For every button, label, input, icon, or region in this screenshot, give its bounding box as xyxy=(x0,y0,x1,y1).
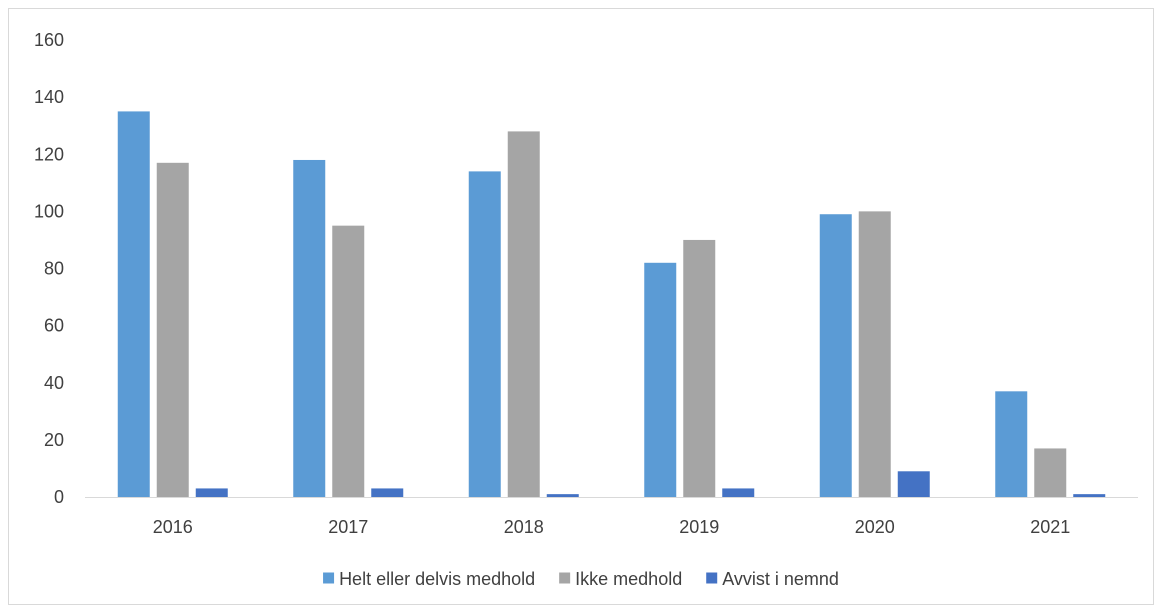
legend-swatch xyxy=(706,572,718,584)
bar xyxy=(371,488,404,497)
bar xyxy=(117,111,150,497)
bar xyxy=(683,239,716,497)
legend-swatch xyxy=(323,572,335,584)
bar xyxy=(468,171,501,497)
bar xyxy=(546,494,579,497)
y-tick-label: 160 xyxy=(34,30,64,50)
x-tick-label: 2021 xyxy=(1030,517,1070,537)
y-tick-label: 80 xyxy=(44,259,64,279)
legend-label: Helt eller delvis medhold xyxy=(339,569,535,589)
y-tick-label: 20 xyxy=(44,430,64,450)
chart-frame xyxy=(8,8,1154,605)
legend-item: Ikke medhold xyxy=(559,569,682,589)
bar xyxy=(156,162,189,497)
bar xyxy=(995,391,1028,497)
x-tick-label: 2017 xyxy=(328,517,368,537)
legend-swatch xyxy=(559,572,571,584)
bar xyxy=(897,471,930,497)
legend-label: Avvist i nemnd xyxy=(722,569,839,589)
legend-label: Ikke medhold xyxy=(575,569,682,589)
bar xyxy=(507,131,540,497)
bar xyxy=(293,159,326,497)
bar xyxy=(1073,494,1106,497)
legend-item: Helt eller delvis medhold xyxy=(323,569,535,589)
bar xyxy=(644,262,677,497)
bar xyxy=(722,488,755,497)
bar xyxy=(332,225,365,497)
y-tick-label: 140 xyxy=(34,87,64,107)
y-tick-label: 100 xyxy=(34,201,64,221)
x-tick-label: 2020 xyxy=(855,517,895,537)
y-tick-label: 40 xyxy=(44,373,64,393)
y-tick-label: 0 xyxy=(54,487,64,507)
legend: Helt eller delvis medhold Ikke medhold Avv… xyxy=(323,569,839,589)
y-tick-label: 120 xyxy=(34,144,64,164)
bar xyxy=(1034,448,1067,497)
x-tick-label: 2019 xyxy=(679,517,719,537)
y-axis-ticks: 0 20 40 60 80 100 120 140 160 xyxy=(34,30,64,507)
x-tick-label: 2018 xyxy=(504,517,544,537)
y-tick-label: 60 xyxy=(44,316,64,336)
legend-item: Avvist i nemnd xyxy=(706,569,839,589)
x-tick-label: 2016 xyxy=(153,517,193,537)
bars xyxy=(117,111,1106,497)
bar xyxy=(819,214,852,497)
bar xyxy=(195,488,228,497)
bar xyxy=(858,211,891,497)
x-axis-ticks: 2016 2017 2018 2019 2020 2021 xyxy=(153,517,1071,537)
